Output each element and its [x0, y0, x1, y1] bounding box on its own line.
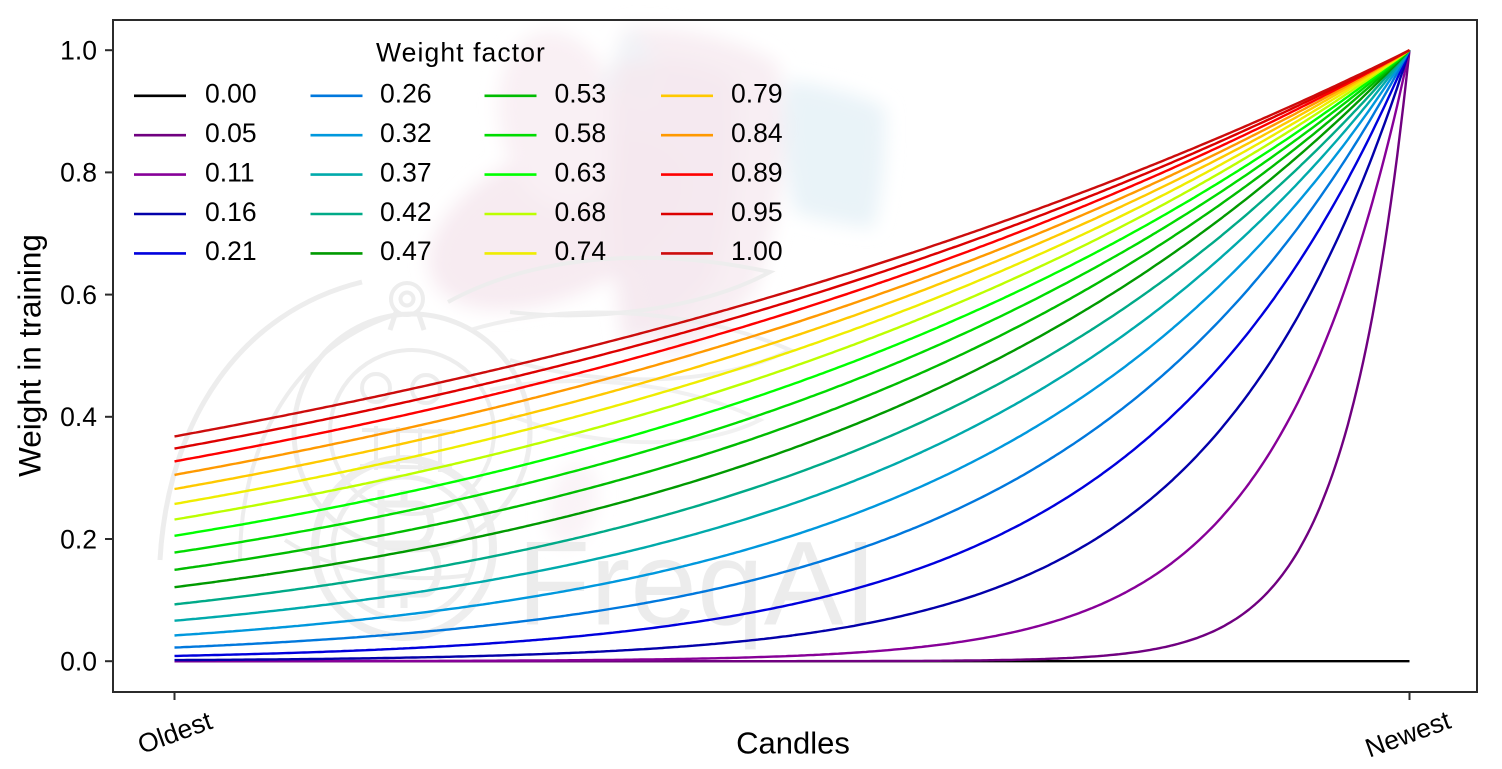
svg-text:0.47: 0.47	[380, 236, 432, 266]
svg-text:0.95: 0.95	[731, 197, 783, 227]
svg-text:0.05: 0.05	[205, 118, 257, 148]
svg-text:1.00: 1.00	[731, 236, 783, 266]
svg-text:0.26: 0.26	[380, 79, 432, 109]
svg-text:0.63: 0.63	[555, 157, 607, 187]
svg-text:1.0: 1.0	[60, 36, 97, 66]
svg-text:0.2: 0.2	[60, 524, 97, 554]
svg-text:0.68: 0.68	[555, 197, 607, 227]
svg-text:0.21: 0.21	[205, 236, 257, 266]
svg-text:0.74: 0.74	[555, 236, 607, 266]
svg-text:0.16: 0.16	[205, 197, 257, 227]
svg-text:0.79: 0.79	[731, 79, 783, 109]
svg-text:Candles: Candles	[736, 726, 850, 761]
svg-text:0.42: 0.42	[380, 197, 432, 227]
svg-text:Weight in training: Weight in training	[12, 234, 48, 477]
svg-text:0.53: 0.53	[555, 79, 607, 109]
svg-text:0.89: 0.89	[731, 157, 783, 187]
svg-text:0.00: 0.00	[205, 79, 257, 109]
svg-text:0.8: 0.8	[60, 158, 97, 188]
svg-text:0.11: 0.11	[205, 157, 255, 187]
svg-text:0.58: 0.58	[555, 118, 607, 148]
svg-text:0.0: 0.0	[60, 647, 97, 677]
svg-text:0.6: 0.6	[60, 280, 97, 310]
svg-text:Weight factor: Weight factor	[376, 38, 546, 68]
svg-text:0.4: 0.4	[60, 402, 97, 432]
svg-text:0.37: 0.37	[380, 157, 432, 187]
svg-text:0.32: 0.32	[380, 118, 432, 148]
svg-text:0.84: 0.84	[731, 118, 783, 148]
